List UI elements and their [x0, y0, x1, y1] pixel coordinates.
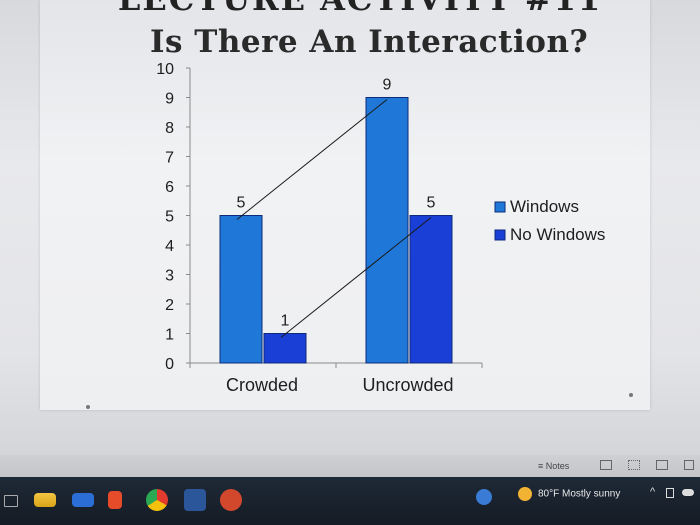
mail-icon[interactable] [72, 493, 94, 507]
word-icon[interactable] [184, 489, 206, 511]
bar [219, 215, 263, 364]
notes-button[interactable]: ≡ Notes [538, 461, 569, 471]
powerpoint-icon[interactable] [220, 489, 242, 511]
x-tick-label: Crowded [226, 375, 298, 395]
sun-icon [518, 487, 532, 501]
y-tick-label: 2 [165, 297, 174, 314]
slideshow-icon[interactable] [684, 460, 694, 470]
legend-swatch [494, 229, 506, 241]
y-tick-label: 8 [165, 120, 174, 137]
y-tick-label: 9 [165, 91, 174, 108]
weather-text: 80°F Mostly sunny [538, 488, 621, 500]
slide-title: Is There An Interaction? [150, 24, 589, 60]
legend-swatch [494, 201, 506, 213]
chrome-icon[interactable] [146, 489, 168, 511]
screen: LECTURE ACTIVITY #11 Is There An Interac… [0, 0, 700, 470]
slide-sorter-icon[interactable] [628, 460, 640, 470]
y-tick-label: 5 [165, 209, 174, 226]
bar [365, 97, 409, 364]
slide: LECTURE ACTIVITY #11 Is There An Interac… [40, 0, 650, 410]
y-tick-label: 10 [156, 61, 174, 78]
status-bar: ≡ Notes [0, 455, 700, 477]
interaction-line [280, 217, 432, 338]
taskbar: 80°F Mostly sunny ^ [0, 477, 700, 525]
bar [409, 215, 453, 364]
notes-label: Notes [545, 461, 570, 471]
data-label: 5 [427, 195, 436, 212]
y-tick-label: 3 [165, 268, 174, 285]
office-icon[interactable] [108, 491, 122, 509]
reading-view-icon[interactable] [656, 460, 668, 470]
cloud-icon[interactable] [682, 489, 694, 496]
bar-chart: 0 1 2 3 4 5 6 7 8 9 10 Crowded Uncrowded 5 9 1 5 Windows N… [156, 61, 605, 395]
y-tick-label: 0 [165, 356, 174, 373]
y-tick-label: 4 [165, 238, 174, 255]
file-explorer-icon[interactable] [34, 493, 56, 507]
legend-label: No Windows [510, 225, 605, 244]
data-label: 1 [281, 313, 290, 330]
interaction-line [236, 99, 388, 220]
weather-widget[interactable]: 80°F Mostly sunny [518, 487, 620, 501]
chevron-up-icon[interactable]: ^ [650, 486, 656, 498]
legend-label: Windows [510, 197, 579, 216]
slide-dot-right [629, 393, 633, 397]
help-icon[interactable] [476, 489, 492, 505]
notes-icon: ≡ [538, 461, 546, 471]
slide-heading-top: LECTURE ACTIVITY #11 [100, 0, 620, 18]
task-view-icon[interactable] [4, 495, 18, 507]
y-tick-label: 7 [165, 150, 174, 167]
data-label: 9 [383, 77, 392, 94]
x-tick-label: Uncrowded [362, 375, 453, 395]
normal-view-icon[interactable] [600, 460, 612, 470]
bar [263, 333, 307, 364]
data-label: 5 [237, 195, 246, 212]
slide-dot-left [86, 405, 90, 409]
y-tick-label: 6 [165, 179, 174, 196]
y-tick-label: 1 [165, 327, 174, 344]
network-icon[interactable] [666, 488, 674, 498]
